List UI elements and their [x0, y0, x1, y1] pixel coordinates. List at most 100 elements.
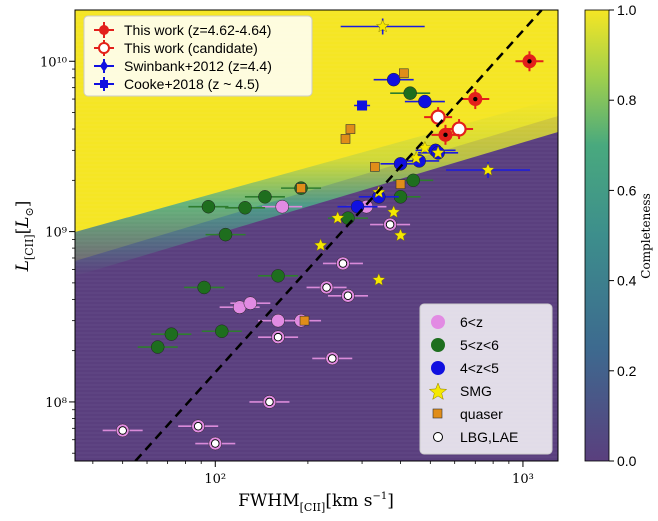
this-work-z-4-62-4-64-point-core	[473, 96, 478, 102]
quaser-point	[296, 183, 306, 193]
svg-text:5<z<6: 5<z<6	[460, 337, 499, 353]
legend-entry-smg: SMG	[428, 382, 492, 400]
smg-point	[431, 145, 445, 159]
4-z-5-point	[418, 94, 432, 109]
violet-circle-icon	[431, 315, 445, 329]
smg-point	[387, 205, 401, 218]
lbg-lae-point	[265, 397, 274, 407]
5-z-6-point	[258, 190, 272, 204]
blue-circle-icon	[431, 361, 445, 375]
5-z-6-point	[341, 211, 355, 225]
6-z-point	[275, 199, 289, 214]
y-axis-ticks: 10⁸ 10⁹ 10¹⁰	[40, 55, 75, 454]
svg-text:quaser: quaser	[460, 406, 503, 422]
5-z-6-point	[215, 324, 229, 339]
svg-text:4<z<5: 4<z<5	[460, 360, 499, 376]
orange-square-icon	[432, 408, 443, 419]
colorbar-label: Completeness	[639, 193, 653, 278]
smg-point	[313, 238, 328, 252]
colorbar-tick-label: 0.0	[617, 453, 637, 469]
quaser-point	[399, 68, 409, 79]
y-tick-label: 10¹⁰	[40, 55, 67, 70]
4-z-5-point	[350, 199, 365, 214]
6-z-point	[243, 296, 258, 310]
lbg-lae-point	[322, 283, 331, 292]
smg-point	[481, 162, 495, 176]
blue-diamond-icon	[100, 60, 108, 72]
legend-entry-5z6: 5<z<6	[431, 337, 499, 353]
x-tick-label: 10²	[204, 472, 226, 487]
6-z-point	[271, 313, 285, 328]
legend-bottom-box	[419, 303, 553, 455]
completeness-transition-band	[75, 98, 558, 276]
white-circle-icon	[433, 432, 443, 442]
lbg-lae-point	[338, 259, 348, 268]
smg-point	[393, 228, 408, 242]
colorbar-tick-label: 0.4	[617, 273, 637, 289]
legend-entry-lbg-lae: LBG,LAE	[433, 429, 518, 445]
5-z-6-point	[150, 340, 165, 354]
legend-top: This work (z=4.62-4.64) This work (candi…	[83, 15, 313, 97]
plot-frame	[74, 9, 559, 462]
blue-square-icon	[100, 80, 108, 88]
legend-entry-6z: 6<z	[431, 314, 483, 330]
smg-point	[376, 19, 390, 33]
5-z-6-point	[238, 201, 252, 215]
legend-top-box	[83, 15, 313, 97]
quaser-point	[395, 179, 406, 189]
lbg-lae-point	[273, 332, 283, 342]
yellow-star-icon	[428, 382, 448, 400]
colorbar-ticks: 0.0 0.2 0.4 0.6 0.8 1.0	[609, 2, 637, 469]
lbg-lae-point	[118, 426, 127, 435]
colorbar: 0.0 0.2 0.4 0.6 0.8 1.0 Completeness	[584, 2, 653, 469]
5-z-6-point	[218, 227, 233, 242]
legend-entry-candidate: This work (candidate)	[94, 40, 258, 56]
cooke-2018-z-4-5-point	[357, 100, 368, 111]
this-work-z-4-62-4-64-point-core	[527, 59, 532, 64]
lbg-lae-point	[385, 220, 395, 229]
quaser-point	[370, 162, 380, 172]
x-axis-ticks: 10² 10³	[92, 461, 534, 487]
this-work-z-4-62-4-64-point-core	[443, 132, 448, 138]
colorbar-tick-label: 0.8	[617, 92, 637, 108]
smg-point	[331, 211, 345, 224]
4-z-5-point	[393, 157, 408, 171]
legend-entry-4z5: 4<z<5	[431, 360, 499, 376]
y-tick-label: 10⁹	[45, 226, 67, 241]
svg-text:SMG: SMG	[460, 383, 492, 399]
green-circle-icon	[431, 338, 445, 352]
quaser-point	[299, 315, 310, 326]
data-marks	[102, 18, 544, 451]
5-z-6-point	[403, 86, 417, 100]
colorbar-tick-label: 1.0	[617, 2, 637, 18]
svg-text:This work (candidate): This work (candidate)	[124, 40, 258, 56]
colorbar-gradient	[584, 9, 610, 462]
colorbar-tick-label: 0.6	[617, 182, 637, 198]
red-open-circle-icon	[98, 42, 110, 54]
svg-text:This work (z=4.62-4.64): This work (z=4.62-4.64)	[124, 22, 271, 38]
legend-entry-quaser: quaser	[432, 406, 503, 422]
svg-text:6<z: 6<z	[460, 314, 483, 330]
y-axis-label: L[CII][L⊙]	[13, 201, 36, 273]
svg-text:Cooke+2018 (z ~ 4.5): Cooke+2018 (z ~ 4.5)	[124, 76, 259, 92]
legend-bottom: 6<z 5<z<6 4<z<5 SMG quaser LBG,LAE	[419, 303, 553, 455]
5-z-6-point	[271, 269, 285, 283]
5-z-6-point	[164, 327, 179, 341]
lbg-lae-point	[343, 291, 353, 301]
y-tick-label: 10⁸	[45, 396, 67, 411]
5-z-6-point	[201, 199, 216, 214]
this-work-candidate-point	[451, 121, 467, 137]
4-z-5-point	[386, 72, 401, 87]
legend-entry-swinbank: Swinbank+2012 (z=4.4)	[94, 58, 272, 74]
x-axis-label: FWHM[CII][km s−1]	[238, 491, 394, 514]
smg-point	[372, 272, 386, 286]
lbg-lae-point	[193, 421, 203, 431]
completeness-boundary-dashed-line	[134, 10, 543, 461]
colorbar-tick-label: 0.2	[617, 363, 637, 379]
lbg-lae-point	[328, 354, 337, 363]
red-filled-circle-icon	[99, 25, 109, 35]
quaser-point	[345, 124, 356, 134]
x-tick-label: 10³	[512, 472, 534, 487]
lbg-lae-point	[211, 439, 220, 448]
